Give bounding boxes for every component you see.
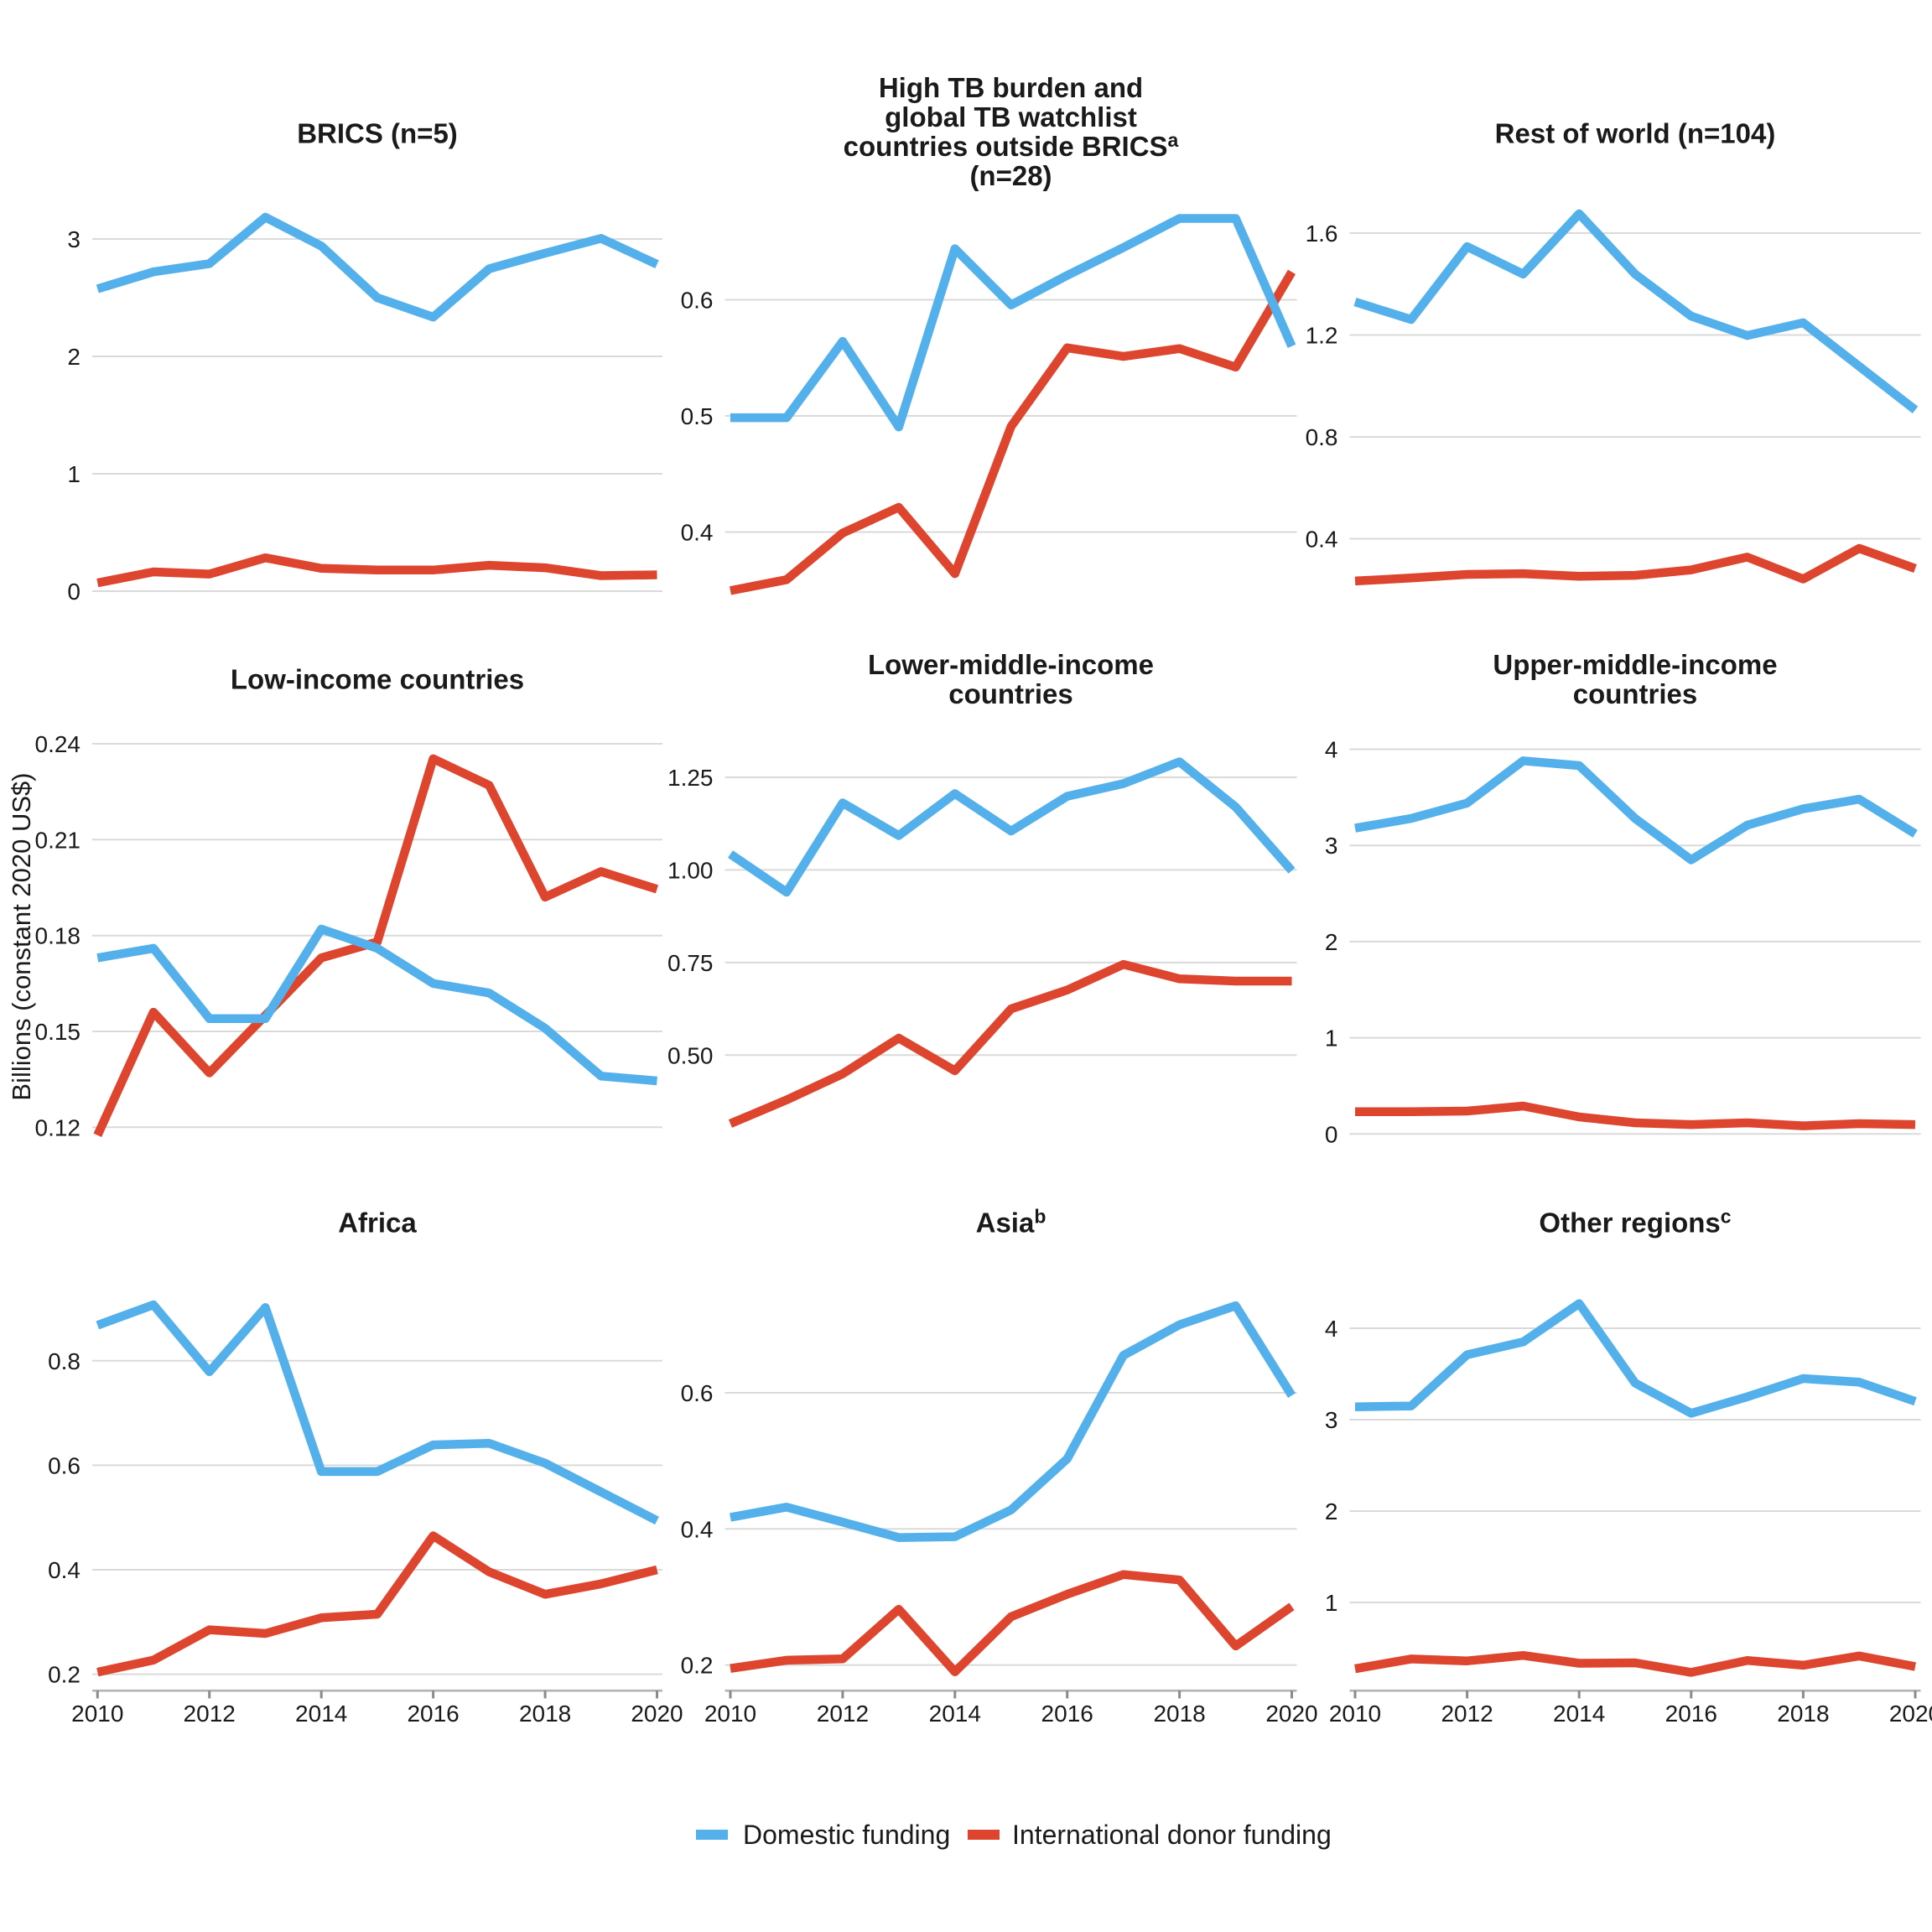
svg-text:1.25: 1.25 <box>667 765 714 791</box>
svg-text:0.8: 0.8 <box>48 1348 80 1374</box>
svg-text:0.2: 0.2 <box>48 1662 80 1688</box>
svg-text:global TB watchlist: global TB watchlist <box>885 101 1137 132</box>
svg-text:0.8: 0.8 <box>1306 424 1338 450</box>
svg-text:1: 1 <box>67 461 80 487</box>
svg-text:1.6: 1.6 <box>1306 221 1338 247</box>
svg-text:2018: 2018 <box>519 1701 571 1727</box>
svg-text:High TB burden and: High TB burden and <box>879 72 1143 103</box>
svg-text:0.4: 0.4 <box>681 520 714 546</box>
svg-text:Domestic funding: Domestic funding <box>743 1820 950 1850</box>
svg-text:0.24: 0.24 <box>35 731 81 757</box>
svg-text:1.00: 1.00 <box>667 857 714 883</box>
svg-text:4: 4 <box>1325 1316 1338 1342</box>
svg-text:Billions (constant 2020 US$): Billions (constant 2020 US$) <box>7 772 36 1100</box>
svg-text:3: 3 <box>1325 1407 1338 1433</box>
svg-text:2010: 2010 <box>704 1701 756 1727</box>
svg-text:3: 3 <box>1325 833 1338 859</box>
svg-text:countries outside BRICSa: countries outside BRICSa <box>844 129 1179 162</box>
svg-text:2: 2 <box>1325 1498 1338 1524</box>
svg-text:3: 3 <box>67 226 80 252</box>
svg-text:0.4: 0.4 <box>48 1557 80 1583</box>
svg-text:Other regionsc: Other regionsc <box>1539 1206 1731 1239</box>
svg-text:Low-income countries: Low-income countries <box>231 664 524 695</box>
svg-text:1.2: 1.2 <box>1306 323 1338 349</box>
svg-text:0.5: 0.5 <box>681 403 714 429</box>
svg-text:2: 2 <box>67 344 80 370</box>
svg-text:Lower-middle-income: Lower-middle-income <box>868 649 1154 680</box>
svg-text:Africa: Africa <box>338 1208 417 1239</box>
svg-text:0: 0 <box>67 579 80 605</box>
svg-text:0.21: 0.21 <box>35 827 81 853</box>
svg-text:(n=28): (n=28) <box>969 160 1052 191</box>
svg-text:0.50: 0.50 <box>667 1042 714 1068</box>
svg-text:countries: countries <box>948 678 1073 709</box>
svg-text:0.6: 0.6 <box>681 288 714 314</box>
svg-text:2016: 2016 <box>407 1701 459 1727</box>
svg-text:0: 0 <box>1325 1121 1338 1147</box>
svg-text:2014: 2014 <box>1553 1701 1605 1727</box>
svg-text:1: 1 <box>1325 1026 1338 1052</box>
svg-text:2012: 2012 <box>817 1701 869 1727</box>
svg-text:0.18: 0.18 <box>35 923 81 949</box>
svg-text:2018: 2018 <box>1153 1701 1205 1727</box>
svg-text:0.12: 0.12 <box>35 1114 81 1140</box>
svg-text:Rest of world (n=104): Rest of world (n=104) <box>1495 118 1776 149</box>
svg-text:0.6: 0.6 <box>48 1452 80 1478</box>
svg-text:2012: 2012 <box>184 1701 236 1727</box>
svg-text:2020: 2020 <box>631 1701 683 1727</box>
svg-text:countries: countries <box>1573 678 1698 709</box>
svg-text:2014: 2014 <box>929 1701 981 1727</box>
svg-text:0.4: 0.4 <box>1306 527 1338 553</box>
svg-text:2016: 2016 <box>1041 1701 1093 1727</box>
svg-text:2020: 2020 <box>1889 1701 1932 1727</box>
svg-text:2020: 2020 <box>1265 1701 1317 1727</box>
svg-text:2012: 2012 <box>1441 1701 1493 1727</box>
svg-text:0.6: 0.6 <box>681 1380 714 1406</box>
svg-text:2010: 2010 <box>71 1701 123 1727</box>
svg-text:2014: 2014 <box>295 1701 347 1727</box>
svg-text:2: 2 <box>1325 929 1338 955</box>
svg-text:4: 4 <box>1325 737 1338 763</box>
svg-text:2016: 2016 <box>1665 1701 1717 1727</box>
svg-text:0.15: 0.15 <box>35 1019 81 1045</box>
svg-text:1: 1 <box>1325 1590 1338 1616</box>
svg-text:0.4: 0.4 <box>681 1516 714 1542</box>
svg-text:0.2: 0.2 <box>681 1653 714 1679</box>
svg-text:2018: 2018 <box>1777 1701 1829 1727</box>
svg-text:Upper-middle-income: Upper-middle-income <box>1493 649 1777 680</box>
svg-text:International donor funding: International donor funding <box>1012 1820 1332 1850</box>
svg-text:BRICS (n=5): BRICS (n=5) <box>297 118 458 149</box>
svg-text:2010: 2010 <box>1329 1701 1381 1727</box>
svg-text:0.75: 0.75 <box>667 950 714 976</box>
